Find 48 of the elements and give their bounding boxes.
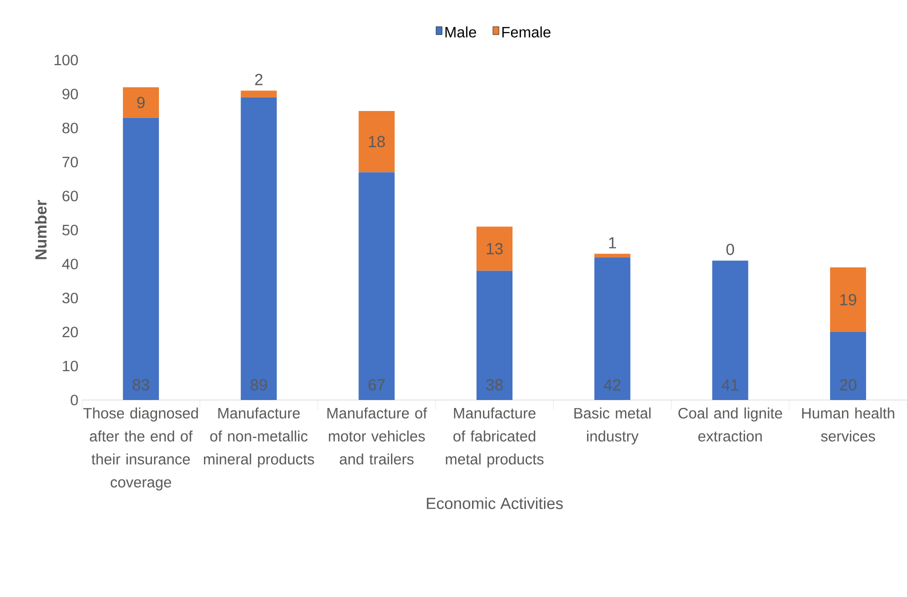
y-tick-label: 0	[70, 394, 78, 406]
x-tick-label: Manufacture of non-metallic mineral products	[204, 408, 314, 468]
bar	[594, 257, 630, 400]
data-label: 9	[137, 96, 145, 108]
data-label: 20	[840, 379, 856, 390]
bar	[358, 172, 395, 400]
legend-label: Female	[502, 26, 550, 38]
data-label: 18	[368, 136, 385, 148]
y-tick-label: 60	[62, 190, 78, 202]
data-label: 1	[609, 237, 616, 248]
y-axis-title: Number	[34, 200, 47, 260]
data-label: 13	[486, 243, 503, 254]
bar	[476, 270, 513, 400]
y-tick-label: 100	[54, 54, 78, 66]
x-tick-label: Manufacture of fabricated metal products	[446, 408, 544, 468]
bar	[358, 110, 395, 172]
data-label: 19	[840, 294, 856, 306]
x-tick-label: Those diagnosed after the end of their insurance coverage	[83, 408, 198, 490]
data-label: 38	[486, 379, 503, 390]
legend-label: Male	[445, 26, 476, 38]
data-label: 2	[255, 74, 262, 86]
data-label: 83	[132, 379, 150, 390]
data-label: 42	[604, 379, 620, 390]
bar	[830, 332, 866, 400]
bar	[240, 90, 277, 98]
data-label: 41	[722, 379, 738, 390]
y-tick-label: 30	[62, 292, 78, 304]
x-tick-label: Human health services	[802, 408, 894, 442]
y-tick-label: 20	[62, 326, 78, 338]
data-label: 67	[368, 379, 385, 390]
data-label: 0	[726, 244, 734, 256]
x-tick-label: Manufacture of motor vehicles and trailers	[327, 408, 428, 465]
y-tick-label: 50	[62, 224, 78, 236]
y-tick-label: 70	[62, 156, 78, 168]
bar	[476, 226, 513, 271]
y-tick-label: 80	[62, 122, 78, 134]
bar	[830, 267, 866, 332]
bar	[122, 118, 159, 400]
bar	[712, 260, 748, 400]
y-tick-label: 90	[62, 88, 78, 100]
data-label: 89	[250, 379, 267, 390]
y-tick-label: 10	[62, 360, 78, 372]
bar	[122, 87, 159, 118]
bar	[240, 97, 277, 400]
y-tick-label: 40	[62, 258, 78, 270]
x-tick-label: Basic metal industry	[574, 408, 651, 444]
x-axis-title: Economic Activities	[426, 497, 563, 510]
x-tick-label: Coal and lignite extraction	[678, 408, 782, 442]
